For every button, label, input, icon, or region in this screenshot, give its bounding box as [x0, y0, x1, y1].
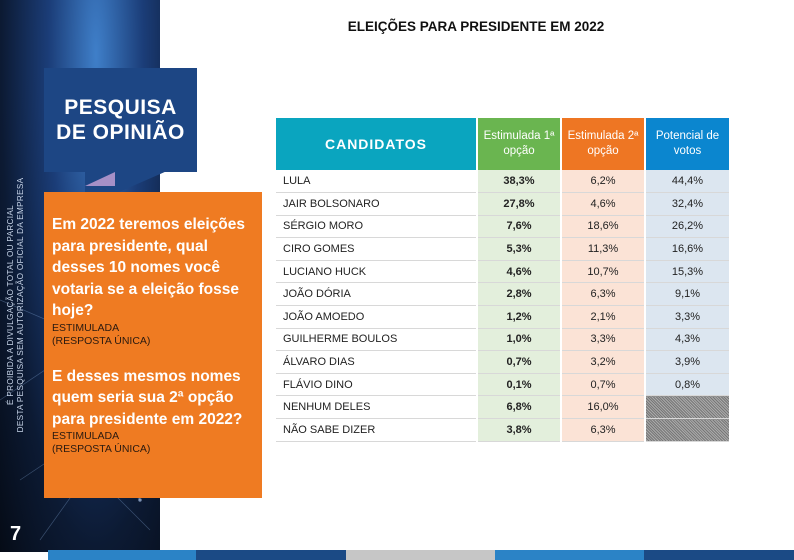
first-option-value: 4,6% [477, 260, 562, 284]
first-option-value: 3,8% [477, 418, 562, 442]
vote-potential-value: 32,4% [645, 192, 729, 216]
second-option-value: 3,3% [561, 328, 646, 352]
candidate-name: JOÃO DÓRIA [276, 282, 478, 307]
table-row: NÃO SABE DIZER 3,8% 6,3% [276, 418, 729, 442]
section-title-box: PESQUISA DE OPINIÃO [44, 68, 197, 172]
vote-potential-value: 16,6% [645, 237, 729, 261]
second-option-value: 10,7% [561, 260, 646, 284]
second-option-value: 3,2% [561, 350, 646, 374]
footer-bar-segment [495, 550, 644, 560]
second-option-value: 6,3% [561, 282, 646, 307]
candidate-name: LUCIANO HUCK [276, 260, 478, 284]
footer-bar-segment [346, 550, 495, 560]
results-table: CANDIDATOS Estimulada 1ª opção Estimulad… [276, 118, 729, 442]
header-vote-potential: Potencial de votos [645, 118, 729, 170]
section-title-line: DE OPINIÃO [56, 121, 185, 144]
table-row: JOÃO AMOEDO 1,2% 2,1% 3,3% [276, 305, 729, 329]
empty-cell [645, 418, 729, 442]
candidate-name: FLÁVIO DINO [276, 373, 478, 397]
notice-line: DESTA PESQUISA SEM AUTORIZAÇÃO OFICIAL D… [16, 177, 25, 433]
first-option-value: 38,3% [477, 170, 562, 194]
candidate-name: SÉRGIO MORO [276, 215, 478, 239]
vote-potential-value: 9,1% [645, 282, 729, 307]
header-first-option: Estimulada 1ª opção [477, 118, 562, 170]
table-row: LULA 38,3% 6,2% 44,4% [276, 170, 729, 194]
note-line: (RESPOSTA ÚNICA) [52, 334, 151, 347]
question-2: E desses mesmos nomes quem seria sua 2ª … [52, 367, 243, 428]
table-row: ÁLVARO DIAS 0,7% 3,2% 3,9% [276, 350, 729, 374]
candidate-name: GUILHERME BOULOS [276, 328, 478, 352]
page-number: 7 [10, 523, 22, 545]
vote-potential-value: 3,3% [645, 305, 729, 329]
second-option-value: 2,1% [561, 305, 646, 329]
candidate-name: NENHUM DELES [276, 395, 478, 420]
first-option-value: 0,7% [477, 350, 562, 374]
second-option-value: 4,6% [561, 192, 646, 216]
empty-cell [645, 395, 729, 420]
vote-potential-value: 4,3% [645, 328, 729, 352]
second-option-value: 6,2% [561, 170, 646, 194]
first-option-value: 6,8% [477, 395, 562, 420]
note-line: ESTIMULADA [52, 321, 120, 334]
header-candidates: CANDIDATOS [276, 118, 478, 170]
second-option-value: 6,3% [561, 418, 646, 442]
table-header-row: CANDIDATOS Estimulada 1ª opção Estimulad… [276, 118, 729, 170]
footer-bar-segment [196, 550, 346, 560]
table-row: LUCIANO HUCK 4,6% 10,7% 15,3% [276, 260, 729, 284]
question-box: Em 2022 teremos eleições para presidente… [44, 192, 262, 498]
decorative-accent [85, 172, 115, 186]
candidate-name: NÃO SABE DIZER [276, 418, 478, 442]
first-option-value: 27,8% [477, 192, 562, 216]
footer-bar-segment [48, 550, 196, 560]
second-option-value: 11,3% [561, 237, 646, 261]
table-row: GUILHERME BOULOS 1,0% 3,3% 4,3% [276, 328, 729, 352]
section-title-line: PESQUISA [64, 96, 177, 119]
header-second-option: Estimulada 2ª opção [561, 118, 646, 170]
page-title: ELEIÇÕES PARA PRESIDENTE EM 2022 [347, 19, 605, 34]
note-line: (RESPOSTA ÚNICA) [52, 443, 151, 455]
question-1-note: ESTIMULADA (RESPOSTA ÚNICA) [52, 322, 254, 348]
table-row: JAIR BOLSONARO 27,8% 4,6% 32,4% [276, 192, 729, 216]
notice-line: É PROIBIDA A DIVULGAÇÃO TOTAL OU PARCIAL [6, 205, 15, 405]
candidate-name: LULA [276, 170, 478, 194]
vote-potential-value: 0,8% [645, 373, 729, 397]
second-option-value: 16,0% [561, 395, 646, 420]
table-row: FLÁVIO DINO 0,1% 0,7% 0,8% [276, 373, 729, 397]
table-row: JOÃO DÓRIA 2,8% 6,3% 9,1% [276, 282, 729, 307]
candidate-name: ÁLVARO DIAS [276, 350, 478, 374]
first-option-value: 5,3% [477, 237, 562, 261]
vote-potential-value: 3,9% [645, 350, 729, 374]
table-row: SÉRGIO MORO 7,6% 18,6% 26,2% [276, 215, 729, 239]
vote-potential-value: 26,2% [645, 215, 729, 239]
candidate-name: CIRO GOMES [276, 237, 478, 261]
candidate-name: JAIR BOLSONARO [276, 192, 478, 216]
first-option-value: 1,2% [477, 305, 562, 329]
question-2-note: ESTIMULADA (RESPOSTA ÚNICA) [52, 430, 254, 456]
second-option-value: 0,7% [561, 373, 646, 397]
note-line: ESTIMULADA [52, 430, 120, 442]
first-option-value: 1,0% [477, 328, 562, 352]
candidate-name: JOÃO AMOEDO [276, 305, 478, 329]
table-row: CIRO GOMES 5,3% 11,3% 16,6% [276, 237, 729, 261]
footer-bar-segment [644, 550, 794, 560]
table-row: NENHUM DELES 6,8% 16,0% [276, 395, 729, 420]
first-option-value: 2,8% [477, 282, 562, 307]
first-option-value: 7,6% [477, 215, 562, 239]
first-option-value: 0,1% [477, 373, 562, 397]
second-option-value: 18,6% [561, 215, 646, 239]
vote-potential-value: 15,3% [645, 260, 729, 284]
question-1: Em 2022 teremos eleições para presidente… [52, 216, 246, 319]
vote-potential-value: 44,4% [645, 170, 729, 194]
copyright-notice: É PROIBIDA A DIVULGAÇÃO TOTAL OU PARCIAL… [6, 140, 26, 470]
